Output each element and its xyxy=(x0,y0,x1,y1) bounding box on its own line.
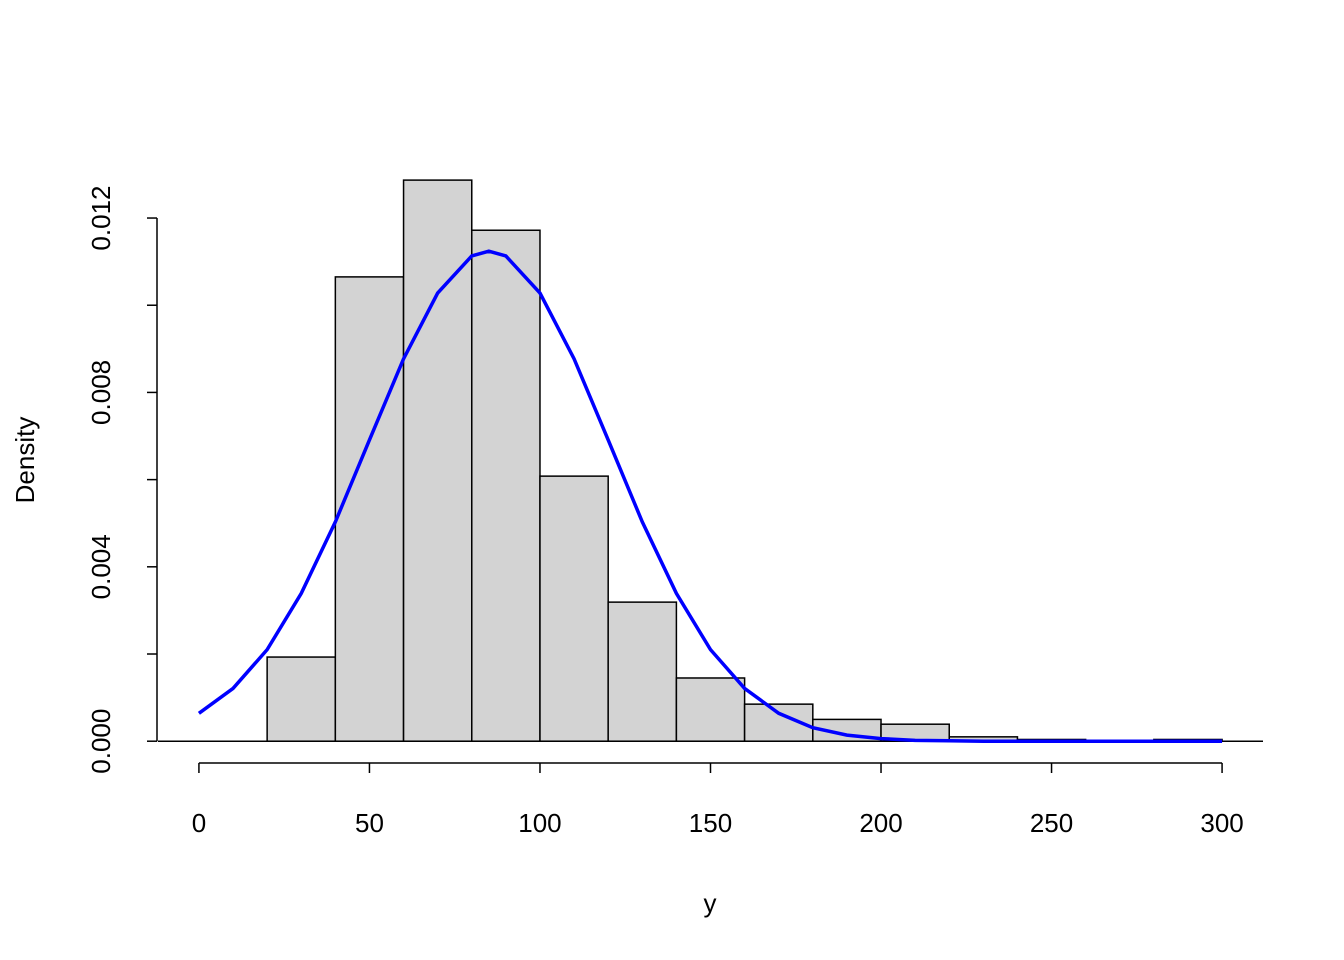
y-tick-label: 0.000 xyxy=(86,709,116,774)
bar xyxy=(334,276,405,742)
x-tick-label: 0 xyxy=(192,808,206,838)
x-tick-label: 300 xyxy=(1200,808,1243,838)
x-tick-label: 200 xyxy=(859,808,902,838)
x-tick-label: 50 xyxy=(355,808,384,838)
density-curve xyxy=(197,249,1223,743)
bar xyxy=(266,656,337,742)
x-tick-label: 250 xyxy=(1030,808,1073,838)
x-tick-label: 100 xyxy=(518,808,561,838)
y-tick-label: 0.004 xyxy=(86,534,116,599)
bar xyxy=(607,601,678,742)
bar xyxy=(471,229,541,742)
bar xyxy=(539,475,609,742)
y-tick-label: 0.012 xyxy=(86,185,116,250)
x-tick-label: 150 xyxy=(689,808,732,838)
y-axis-label: Density xyxy=(10,417,40,504)
bar xyxy=(402,179,473,742)
x-axis-label: y xyxy=(704,888,717,918)
y-tick-label: 0.008 xyxy=(86,360,116,425)
bar xyxy=(675,677,746,742)
